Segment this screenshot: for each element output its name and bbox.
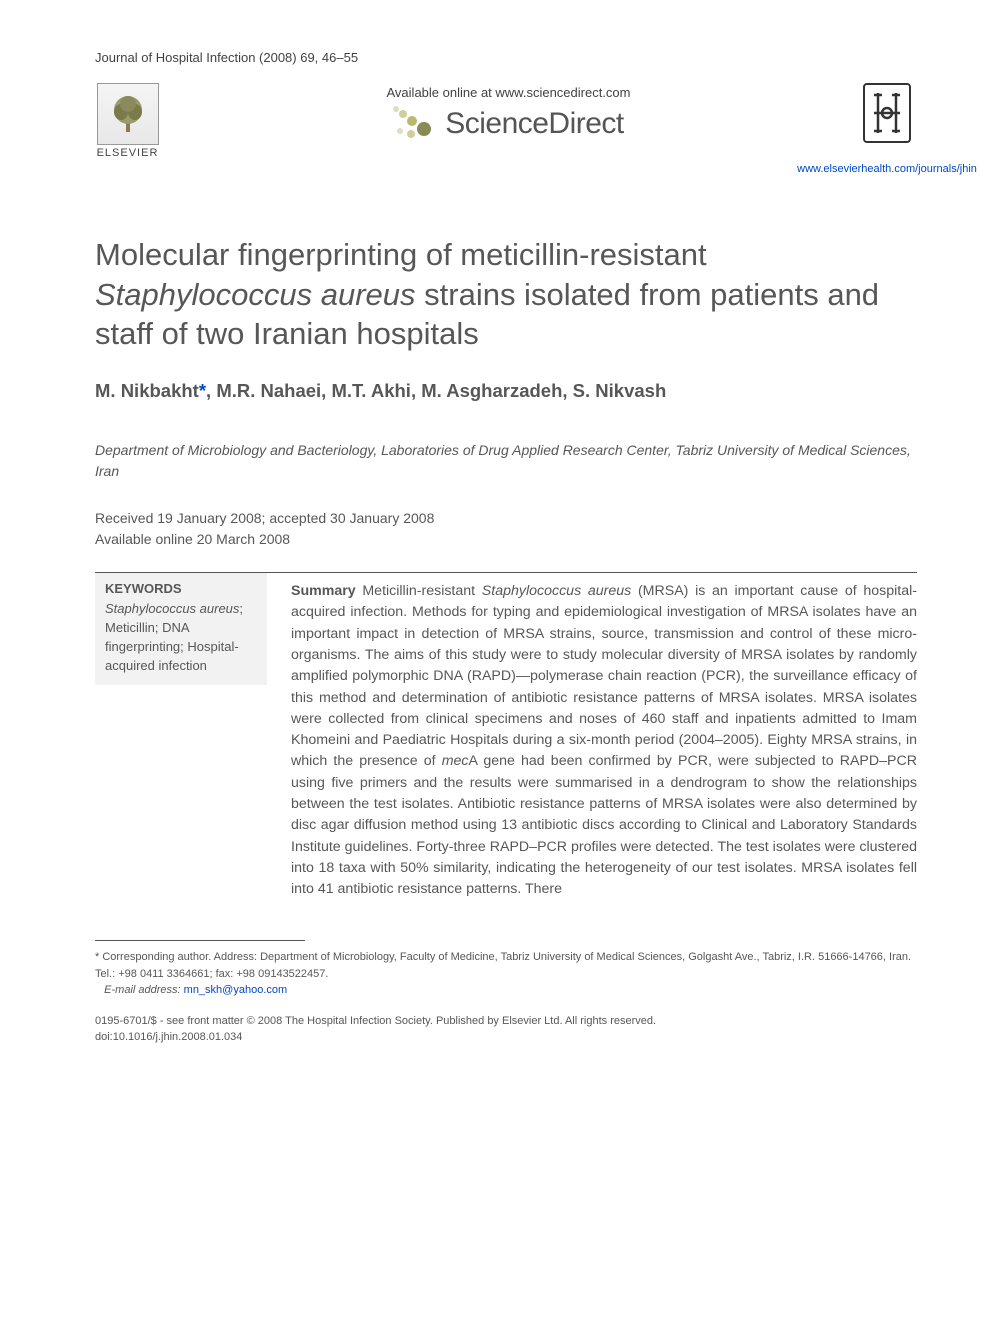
available-online-text: Available online at www.sciencedirect.co…	[160, 85, 857, 100]
received-accepted: Received 19 January 2008; accepted 30 Ja…	[95, 508, 917, 529]
summary-t1: Meticillin-resistant	[356, 583, 482, 599]
sciencedirect-logo: ScienceDirect	[160, 106, 857, 142]
elsevier-label: ELSEVIER	[97, 147, 159, 159]
page: Journal of Hospital Infection (2008) 69,…	[0, 0, 992, 1323]
journal-url-link[interactable]: www.elsevierhealth.com/journals/jhin	[797, 163, 977, 175]
title-prefix: Molecular fingerprinting of meticillin-r…	[95, 237, 707, 272]
keyword-2: Meticillin	[105, 620, 155, 635]
email-line: E-mail address: mn_skh@yahoo.com	[95, 982, 917, 999]
author-1: M. Nikbakht	[95, 380, 199, 401]
email-label: E-mail address:	[104, 984, 180, 996]
elsevier-logo: ELSEVIER	[95, 83, 160, 159]
summary-label: Summary	[291, 583, 356, 599]
title-species: Staphylococcus aureus	[95, 277, 416, 312]
footnotes: * Corresponding author. Address: Departm…	[95, 949, 917, 999]
author-4: M. Asgharzadeh	[421, 380, 562, 401]
elsevier-tree-icon	[97, 83, 159, 145]
authors: M. Nikbakht*, M.R. Nahaei, M.T. Akhi, M.…	[95, 380, 917, 402]
copyright-block: 0195-6701/$ - see front matter © 2008 Th…	[95, 1013, 917, 1046]
email-link[interactable]: mn_skh@yahoo.com	[184, 984, 288, 996]
author-2: M.R. Nahaei	[216, 380, 321, 401]
available-online-date: Available online 20 March 2008	[95, 529, 917, 550]
copyright-line-1: 0195-6701/$ - see front matter © 2008 Th…	[95, 1013, 917, 1030]
summary-i2: mec	[442, 753, 469, 769]
center-banner: Available online at www.sciencedirect.co…	[160, 83, 857, 142]
article-title: Molecular fingerprinting of meticillin-r…	[95, 235, 917, 354]
journal-mark-icon	[863, 83, 911, 143]
sciencedirect-wordmark: ScienceDirect	[445, 107, 624, 141]
summary-t2: (MRSA) is an important cause of hospital…	[291, 583, 917, 769]
keywords-heading: KEYWORDS	[105, 581, 257, 596]
abstract-block: KEYWORDS Staphylococcus aureus; Meticill…	[95, 572, 917, 900]
footnote-rule	[95, 940, 305, 941]
summary-t3: A gene had been confirmed by PCR, were s…	[291, 753, 917, 897]
journal-logo-block: www.elsevierhealth.com/journals/jhin	[857, 83, 917, 175]
sciencedirect-dots-icon	[393, 106, 437, 142]
article-history: Received 19 January 2008; accepted 30 Ja…	[95, 508, 917, 550]
author-3: M.T. Akhi	[331, 380, 410, 401]
copyright-line-2: doi:10.1016/j.jhin.2008.01.034	[95, 1029, 917, 1046]
keywords-list: Staphylococcus aureus; Meticillin; DNA f…	[105, 600, 257, 675]
affiliation: Department of Microbiology and Bacteriol…	[95, 440, 917, 482]
author-5: S. Nikvash	[573, 380, 667, 401]
keywords-column: KEYWORDS Staphylococcus aureus; Meticill…	[95, 572, 267, 685]
summary-i1: Staphylococcus aureus	[482, 583, 631, 599]
corresponding-author-footnote: * Corresponding author. Address: Departm…	[95, 949, 917, 982]
summary-column: Summary Meticillin-resistant Staphylococ…	[267, 572, 917, 900]
running-header: Journal of Hospital Infection (2008) 69,…	[95, 50, 917, 65]
corresponding-star-icon: *	[199, 380, 206, 401]
keyword-1: Staphylococcus aureus	[105, 601, 239, 616]
top-banner: ELSEVIER Available online at www.science…	[95, 83, 917, 175]
